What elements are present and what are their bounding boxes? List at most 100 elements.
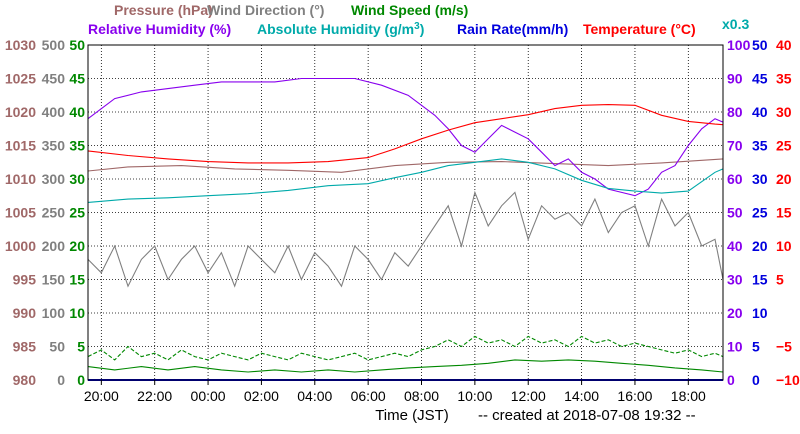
wind-speed-tick: 15 xyxy=(69,272,85,288)
rain-rate-tick: 30 xyxy=(752,171,768,187)
relative-humidity-tick: 90 xyxy=(727,71,743,87)
wind-speed-tick: 0 xyxy=(77,372,85,388)
wind-speed-tick: 20 xyxy=(69,238,85,254)
temperature-tick: 20 xyxy=(776,171,792,187)
plot-frame xyxy=(87,44,724,381)
x-tick-label: 22:00 xyxy=(137,388,172,404)
x-tick-label: 04:00 xyxy=(297,388,332,404)
absolute-humidity-series xyxy=(87,158,724,203)
rain-rate-tick: 5 xyxy=(752,339,760,355)
rain-rate-tick: 20 xyxy=(752,238,768,254)
wind-direction-tick: 200 xyxy=(42,238,66,254)
relative-humidity-tick: 100 xyxy=(727,37,751,53)
rain-rate-tick: 10 xyxy=(752,305,768,321)
pressure-tick: 990 xyxy=(13,305,37,321)
wind-speed-tick: 50 xyxy=(69,37,85,53)
wind-direction-tick: 350 xyxy=(42,138,66,154)
wind-speed-tick: 35 xyxy=(69,138,85,154)
wind-direction-tick: 50 xyxy=(49,339,65,355)
pressure-tick: 1030 xyxy=(5,37,36,53)
x-tick-label: 12:00 xyxy=(511,388,546,404)
temperature-tick: 35 xyxy=(776,71,792,87)
x-tick-label: 06:00 xyxy=(351,388,386,404)
temperature-series xyxy=(87,104,724,164)
wind-speed-series xyxy=(87,359,724,373)
relative-humidity-tick: 30 xyxy=(727,272,743,288)
grid xyxy=(88,45,723,380)
pressure-tick: 1010 xyxy=(5,171,36,187)
relative-humidity-tick: 70 xyxy=(727,138,743,154)
temperature-label: Temperature (°C) xyxy=(583,21,696,37)
relative-humidity-tick: 40 xyxy=(727,238,743,254)
pressure-tick: 995 xyxy=(13,272,37,288)
relative-humidity-series xyxy=(87,77,724,197)
pressure-tick: 1025 xyxy=(5,71,36,87)
wind-direction-tick: 300 xyxy=(42,171,66,187)
pressure-tick: 980 xyxy=(13,372,37,388)
pressure-tick: 1000 xyxy=(5,238,36,254)
rain-rate-label: Rain Rate(mm/h) xyxy=(457,21,568,37)
x-tick-label: 10:00 xyxy=(457,388,492,404)
wind-direction-tick: 400 xyxy=(42,104,66,120)
temperature-tick: 30 xyxy=(776,104,792,120)
temperature-tick: 25 xyxy=(776,138,792,154)
wind-direction-label: Wind Direction (°) xyxy=(207,2,324,18)
pressure-tick: 1020 xyxy=(5,104,36,120)
abs-humidity-scale-label: x0.3 xyxy=(722,16,749,32)
x-tick-label: 08:00 xyxy=(404,388,439,404)
relative-humidity-tick: 20 xyxy=(727,305,743,321)
y-axes: 1030102510201015101010051000995990985980… xyxy=(5,37,800,388)
rain-rate-tick: 40 xyxy=(752,104,768,120)
wind-direction-tick: 450 xyxy=(42,71,66,87)
wind-speed-label: Wind Speed (m/s) xyxy=(351,2,468,18)
wind-direction-tick: 500 xyxy=(42,37,66,53)
temperature-tick: −5 xyxy=(776,339,792,355)
footer-note: -- created at 2018-07-08 19:32 -- xyxy=(478,407,696,424)
wind-speed-gust-series xyxy=(87,335,724,361)
pressure-tick: 985 xyxy=(13,339,37,355)
rain-rate-tick: 45 xyxy=(752,71,768,87)
relative-humidity-tick: 60 xyxy=(727,171,743,187)
wind-direction-series xyxy=(87,190,724,288)
x-tick-label: 00:00 xyxy=(191,388,226,404)
x-tick-label: 14:00 xyxy=(564,388,599,404)
wind-direction-tick: 250 xyxy=(42,205,66,221)
wind-speed-tick: 5 xyxy=(77,339,85,355)
absolute-humidity-label: Absolute Humidity (g/m3) xyxy=(257,21,424,37)
wind-direction-tick: 0 xyxy=(57,372,65,388)
pressure-tick: 1005 xyxy=(5,205,36,221)
x-tick-label: 20:00 xyxy=(84,388,119,404)
wind-direction-tick: 100 xyxy=(42,305,66,321)
rain-rate-tick: 50 xyxy=(752,37,768,53)
pressure-series xyxy=(87,158,724,173)
relative-humidity-tick: 80 xyxy=(727,104,743,120)
x-tick-label: 16:00 xyxy=(617,388,652,404)
wind-speed-tick: 45 xyxy=(69,71,85,87)
temperature-tick: 15 xyxy=(776,205,792,221)
relative-humidity-tick: 0 xyxy=(727,372,735,388)
wind-speed-tick: 10 xyxy=(69,305,85,321)
relative-humidity-label: Relative Humidity (%) xyxy=(88,21,231,37)
rain-rate-tick: 25 xyxy=(752,205,768,221)
wind-speed-tick: 30 xyxy=(69,171,85,187)
relative-humidity-tick: 10 xyxy=(727,339,743,355)
x-tick-label: 02:00 xyxy=(244,388,279,404)
rain-rate-tick: 35 xyxy=(752,138,768,154)
x-tick-label: 18:00 xyxy=(671,388,706,404)
temperature-tick: 5 xyxy=(776,272,784,288)
rain-rate-tick: 15 xyxy=(752,272,768,288)
wind-direction-tick: 150 xyxy=(42,272,66,288)
wind-speed-tick: 25 xyxy=(69,205,85,221)
x-axis: 20:00 22:00 00:00 02:00 04:00 06:00 08:00 10:00… xyxy=(84,380,706,404)
relative-humidity-tick: 50 xyxy=(727,205,743,221)
x-axis-title: Time (JST) xyxy=(375,407,449,424)
temperature-tick: −10 xyxy=(776,372,800,388)
temperature-tick: 40 xyxy=(776,37,792,53)
series-group xyxy=(87,77,724,381)
temperature-tick: 10 xyxy=(776,238,792,254)
rain-rate-tick: 0 xyxy=(752,372,760,388)
wind-speed-tick: 40 xyxy=(69,104,85,120)
pressure-tick: 1015 xyxy=(5,138,36,154)
pressure-label: Pressure (hPa) xyxy=(114,2,213,18)
